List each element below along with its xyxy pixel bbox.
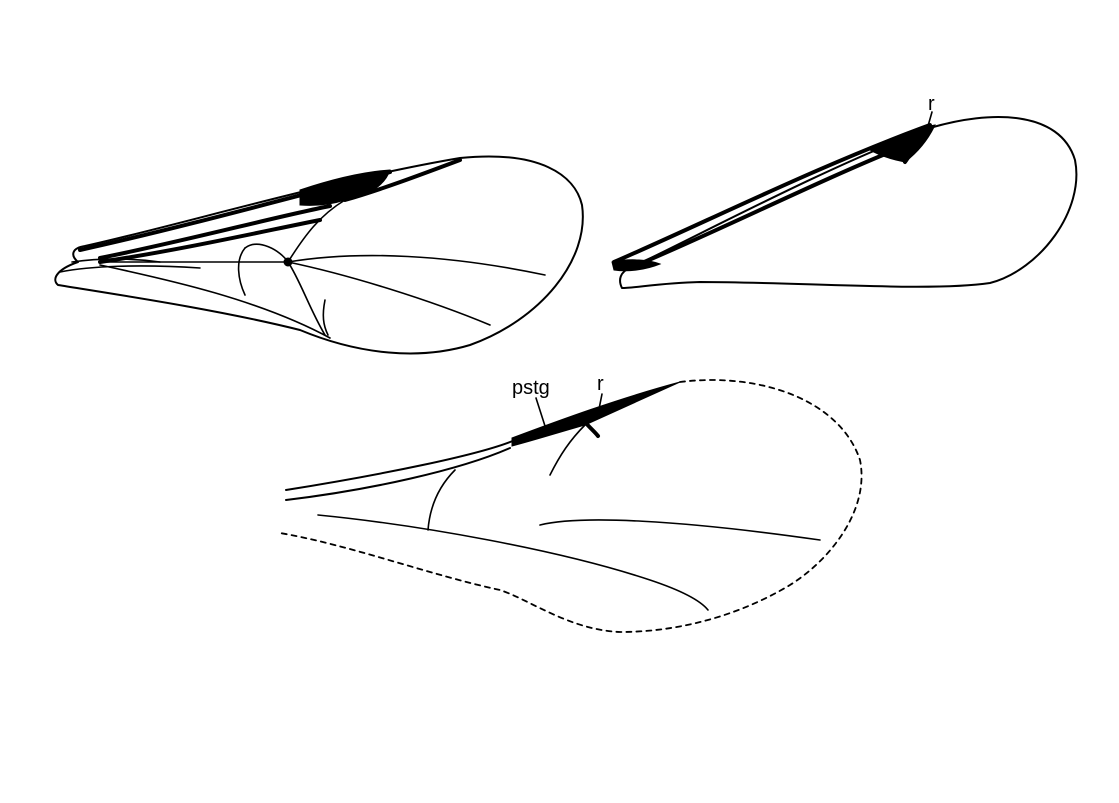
wing1-node: [283, 257, 293, 267]
wing1-cell-2: [237, 247, 246, 296]
wing3-subcosta: [285, 447, 511, 501]
wing-full-venation: [54, 155, 584, 355]
wing3-r-vein: [583, 420, 600, 438]
wing3-rs: [549, 424, 586, 476]
wing3-anal-vein: [317, 514, 709, 611]
wing1-subcosta: [98, 204, 332, 260]
wing1-radial-sector: [343, 158, 462, 202]
wing3-costa: [285, 439, 516, 491]
wing1-m-branch-2: [287, 261, 491, 326]
wing3-pstg-label: pstg: [512, 377, 550, 399]
wing2-basal-dark: [611, 259, 662, 272]
wing-fossil: pstg r: [279, 373, 863, 633]
wing1-cu: [99, 264, 331, 339]
wing2-r-vein: [903, 128, 930, 164]
wing1-cell-3: [322, 299, 329, 336]
wing1-radius: [98, 218, 322, 264]
wing1-outline: [54, 155, 584, 355]
wing2-outline: [619, 116, 1078, 289]
wing3-dashed-margin: [279, 379, 863, 633]
wing3-cross-vein: [539, 519, 821, 541]
wing3-m-vein: [427, 469, 456, 531]
wing3-pterostigma: [511, 381, 681, 447]
wing1-pterostigma: [299, 169, 391, 206]
wing2-label-leader: [927, 111, 933, 127]
wing1-m-branch-1: [287, 254, 546, 276]
wing3-pstg-leader: [535, 397, 546, 427]
wing2-subcosta: [628, 146, 902, 270]
wing-elongate-stigma: r: [611, 93, 1078, 289]
wing3-r-leader: [597, 393, 603, 415]
wing1-rs-branch: [287, 199, 346, 263]
wing2-r-label: r: [928, 93, 935, 115]
wing1-base-lobe: [59, 265, 201, 273]
wing3-r-label: r: [597, 373, 604, 395]
wing2-stigma: [869, 124, 936, 163]
